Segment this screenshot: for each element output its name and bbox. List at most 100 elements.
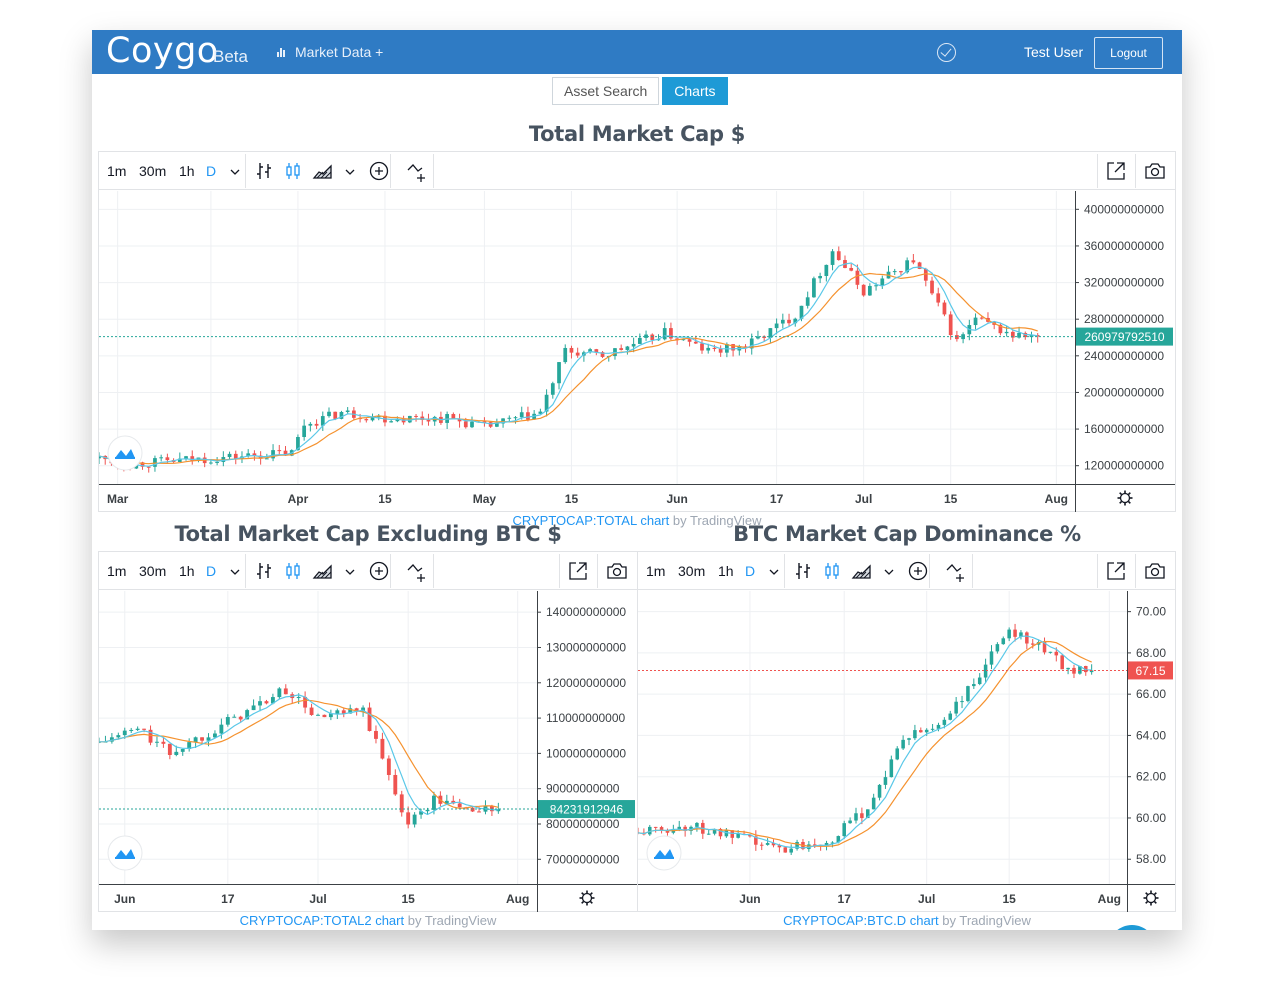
logout-button[interactable]: Logout xyxy=(1094,37,1163,69)
chevron-down-icon[interactable] xyxy=(345,567,355,577)
chevron-down-icon[interactable] xyxy=(230,167,240,177)
candle xyxy=(889,755,894,778)
timeframe-30m[interactable]: 30m xyxy=(678,563,706,579)
candle xyxy=(352,406,356,420)
user-name[interactable]: Test User xyxy=(1024,44,1084,60)
timeframe-D[interactable]: D xyxy=(745,563,756,579)
tradingview-logo-icon[interactable] xyxy=(107,835,143,871)
toolbar-separator xyxy=(390,154,391,188)
compare-symbol-icon[interactable] xyxy=(406,159,430,183)
candles-style-icon[interactable] xyxy=(281,559,305,583)
candle xyxy=(367,702,372,732)
candle xyxy=(895,746,899,761)
candle xyxy=(271,444,275,462)
chevron-down-icon[interactable] xyxy=(884,567,894,577)
candle xyxy=(1023,331,1028,340)
market-data-menu[interactable]: Market Data + xyxy=(277,44,383,60)
last-price-badge xyxy=(538,800,635,819)
add-indicator-icon[interactable] xyxy=(367,559,391,583)
candle xyxy=(843,255,847,269)
area-style-icon[interactable] xyxy=(850,559,874,583)
price-chart[interactable]: 70.00 68.00 66.00 64.00 62.00 60.00 58.00 67.15… xyxy=(638,591,1175,912)
chart-widget-total2[interactable]: 1m 30m 1h D 140000000000 130000000000 12000000… xyxy=(98,551,638,912)
candle xyxy=(659,825,664,834)
timeframe-30m[interactable]: 30m xyxy=(139,563,167,579)
timeframe-1h[interactable]: 1h xyxy=(179,563,195,579)
candle xyxy=(283,684,288,695)
tradingview-logo-icon[interactable] xyxy=(107,435,143,471)
candle xyxy=(393,769,398,796)
price-tick-label: 200000000000 xyxy=(1084,385,1164,399)
area-style-icon[interactable] xyxy=(311,159,335,183)
price-chart[interactable]: 400000000000 360000000000 320000000000 2800… xyxy=(99,191,1175,512)
time-tick-label: 15 xyxy=(1002,892,1016,906)
candle xyxy=(1007,627,1011,642)
chart-title-total: Total Market Cap $ xyxy=(528,122,746,146)
candle xyxy=(374,725,378,744)
timeframe-30m[interactable]: 30m xyxy=(139,163,167,179)
timeframe-1h[interactable]: 1h xyxy=(718,563,734,579)
price-tick-label: 80000000000 xyxy=(546,817,620,831)
bars-style-icon[interactable] xyxy=(252,159,276,183)
add-indicator-icon[interactable] xyxy=(367,159,391,183)
timeframe-D[interactable]: D xyxy=(206,163,217,179)
candle xyxy=(883,770,888,789)
chart-symbol-link[interactable]: CRYPTOCAP:TOTAL chart xyxy=(512,513,670,528)
candle xyxy=(412,812,417,828)
candle xyxy=(316,713,320,716)
tab-charts[interactable]: Charts xyxy=(662,77,728,105)
bars-style-icon[interactable] xyxy=(791,559,815,583)
popout-icon[interactable] xyxy=(1104,159,1128,183)
camera-icon[interactable] xyxy=(605,559,629,583)
candle xyxy=(861,284,866,297)
candle xyxy=(129,727,134,734)
chart-symbol-link[interactable]: CRYPTOCAP:BTC.D chart xyxy=(783,913,939,928)
candle xyxy=(588,347,592,354)
popout-icon[interactable] xyxy=(566,559,590,583)
time-tick-label: Mar xyxy=(107,492,129,506)
timeframe-1m[interactable]: 1m xyxy=(107,163,127,179)
camera-icon[interactable] xyxy=(1143,559,1167,583)
candle xyxy=(989,645,994,670)
grid-lines xyxy=(638,591,1127,884)
chart-widget-btcd[interactable]: 1m 30m 1h D 70.00 68.00 66.00 64.00 62.00 60.00 58… xyxy=(637,551,1176,912)
candle xyxy=(99,452,101,464)
settings-gear-icon[interactable] xyxy=(1117,490,1133,506)
candle xyxy=(787,313,791,327)
camera-icon[interactable] xyxy=(1143,159,1167,183)
grid-lines xyxy=(99,591,537,884)
candle xyxy=(998,322,1003,336)
add-indicator-icon[interactable] xyxy=(906,559,930,583)
tradingview-logo-icon[interactable] xyxy=(646,835,682,871)
brand-logo[interactable]: Coygo xyxy=(106,31,219,71)
candle xyxy=(1060,653,1064,670)
candle xyxy=(836,246,841,261)
candle xyxy=(251,699,256,711)
timeframe-1m[interactable]: 1m xyxy=(646,563,666,579)
tab-asset-search[interactable]: Asset Search xyxy=(552,77,660,105)
candle xyxy=(979,316,984,320)
compare-symbol-icon[interactable] xyxy=(945,559,969,583)
timeframe-1m[interactable]: 1m xyxy=(107,563,127,579)
compare-symbol-icon[interactable] xyxy=(406,559,430,583)
chat-bubble-button[interactable] xyxy=(1108,925,1156,930)
candles-style-icon[interactable] xyxy=(820,559,844,583)
check-circle-icon[interactable] xyxy=(937,43,956,62)
chevron-down-icon[interactable] xyxy=(345,167,355,177)
timeframe-D[interactable]: D xyxy=(206,563,217,579)
settings-gear-icon[interactable] xyxy=(579,890,595,906)
popout-icon[interactable] xyxy=(1104,559,1128,583)
chevron-down-icon[interactable] xyxy=(769,567,779,577)
candle xyxy=(526,406,530,422)
chart-widget-total[interactable]: 1m 30m 1h D 400000000000 360000000000 32000000… xyxy=(98,151,1176,512)
settings-gear-icon[interactable] xyxy=(1143,890,1159,906)
candles-style-icon[interactable] xyxy=(281,159,305,183)
candle xyxy=(774,318,779,335)
bars-style-icon[interactable] xyxy=(252,559,276,583)
area-style-icon[interactable] xyxy=(311,559,335,583)
chart-symbol-link[interactable]: CRYPTOCAP:TOTAL2 chart xyxy=(239,913,405,928)
price-chart[interactable]: 140000000000 130000000000 120000000000 1100… xyxy=(99,591,637,912)
candle xyxy=(233,450,238,465)
chevron-down-icon[interactable] xyxy=(230,567,240,577)
timeframe-1h[interactable]: 1h xyxy=(179,163,195,179)
